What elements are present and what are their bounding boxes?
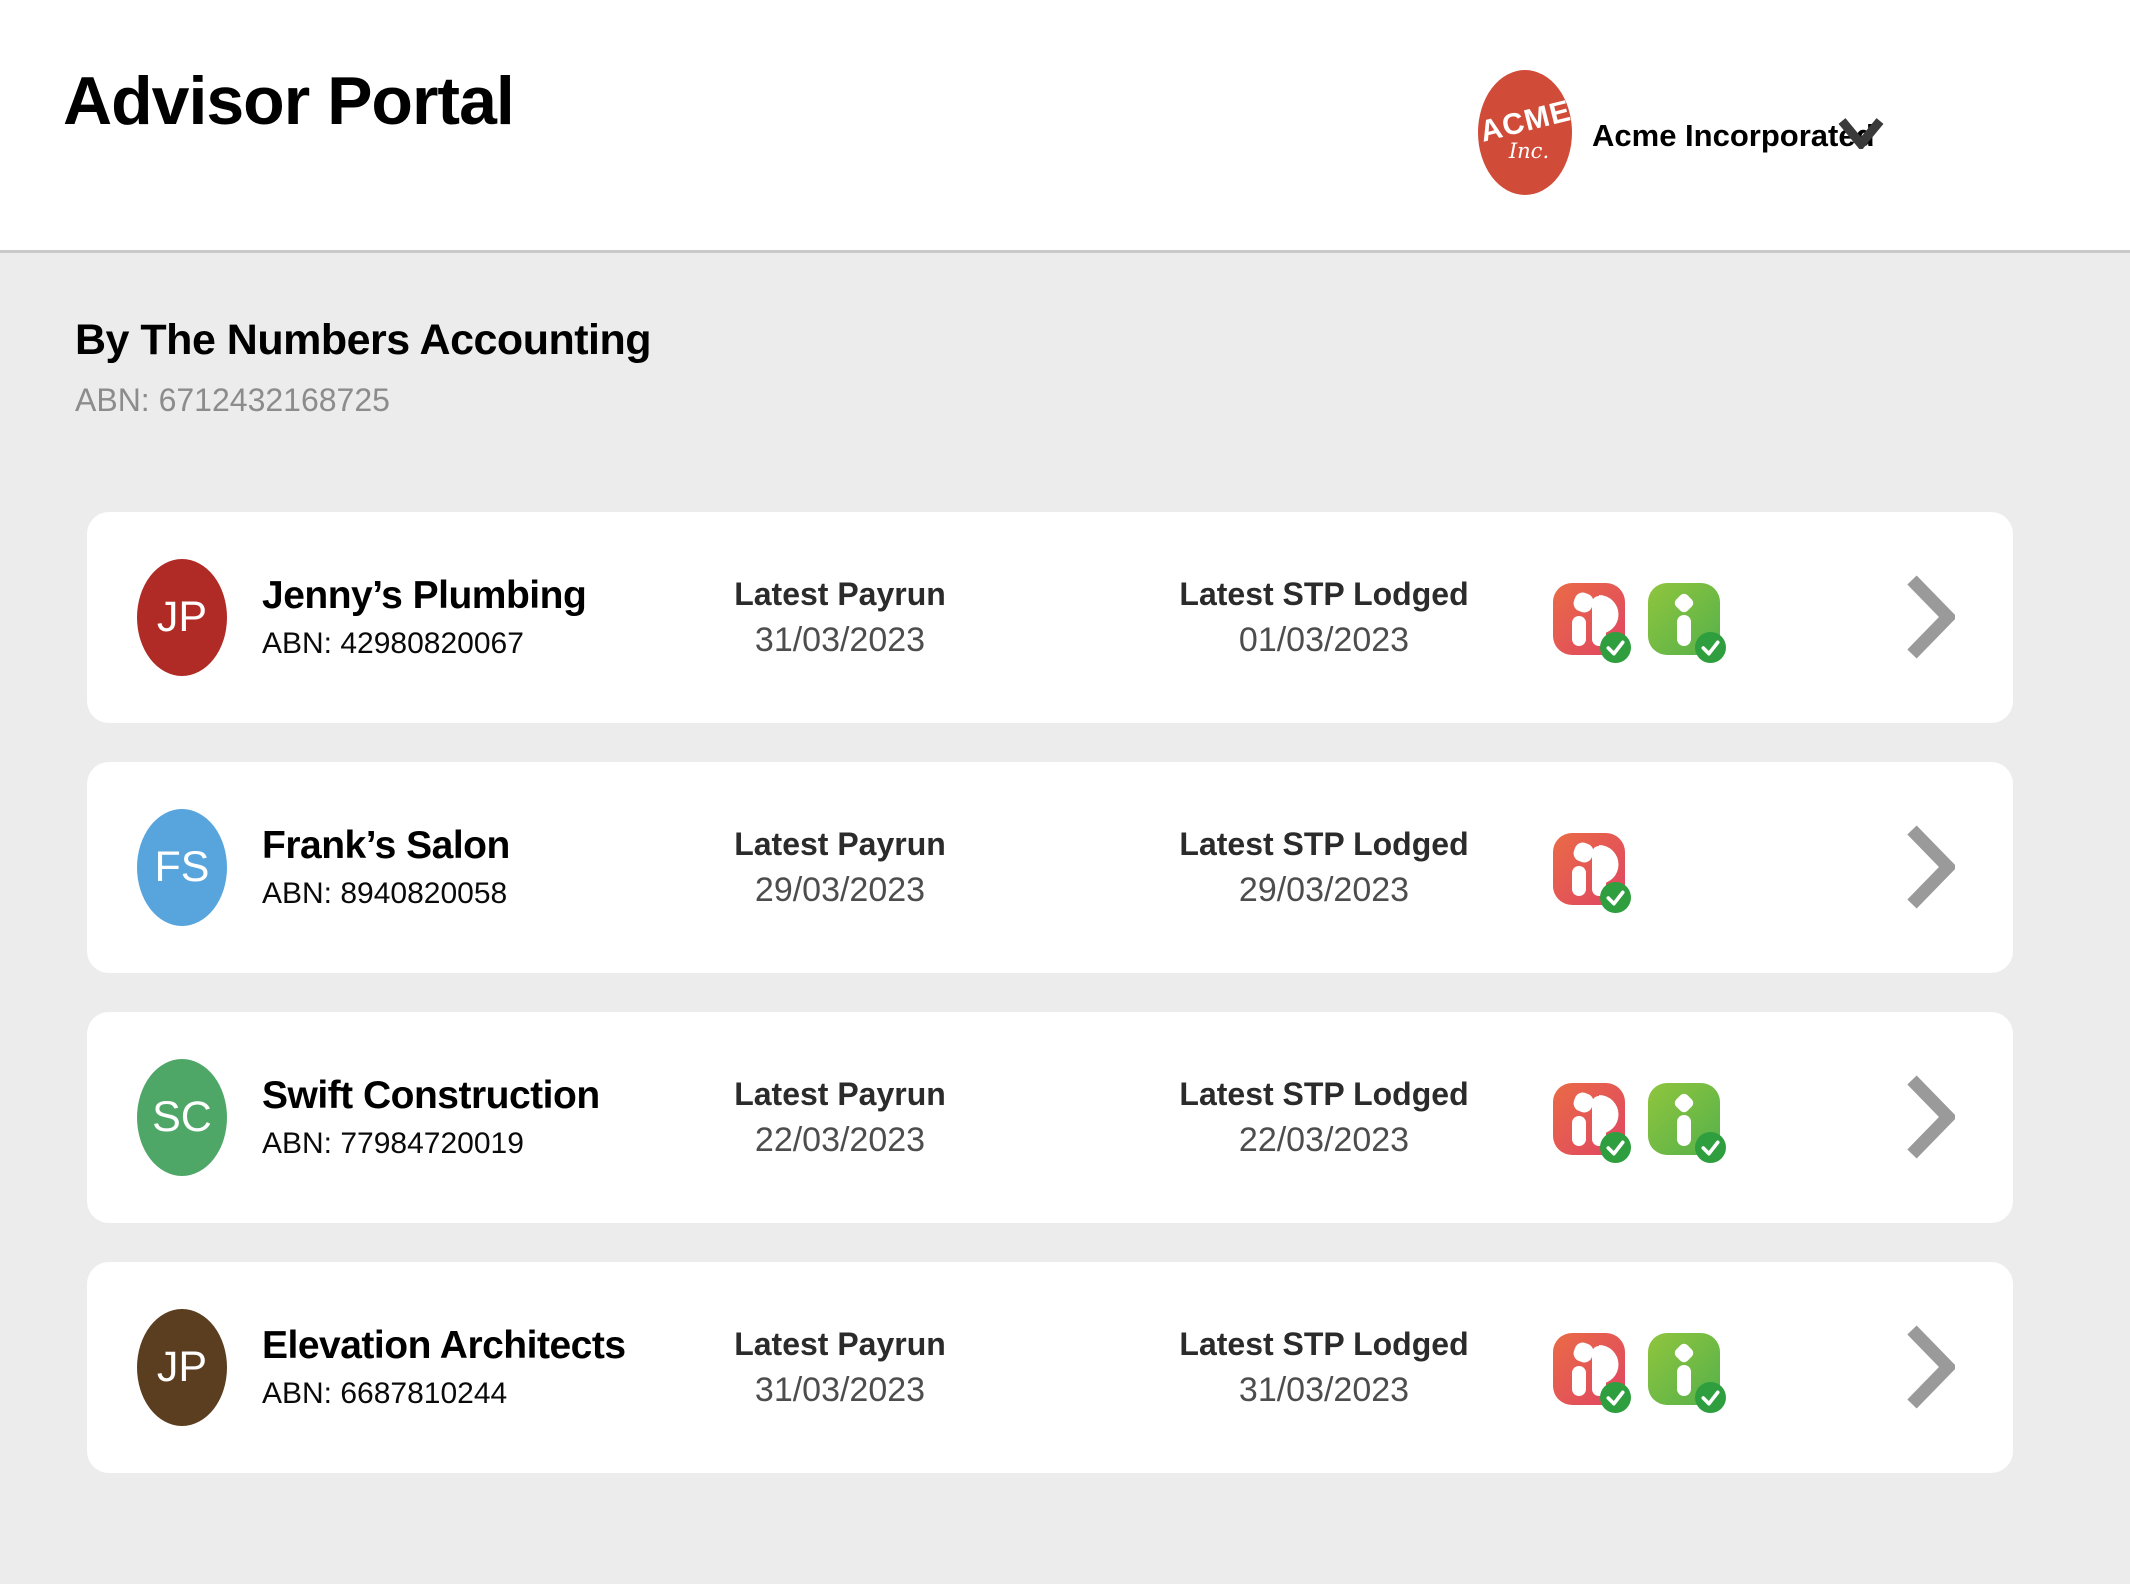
client-name: Elevation Architects (262, 1324, 626, 1367)
badge-group (1553, 583, 1726, 663)
client-avatar-initials: JP (156, 1343, 208, 1391)
check-icon (1600, 882, 1631, 913)
badge-group (1553, 1333, 1726, 1413)
payrun-date: 31/03/2023 (754, 620, 926, 659)
client-abn: ABN: 77984720019 (262, 1127, 524, 1160)
client-identity: Jenny’s Plumbing ABN: 42980820067 (262, 512, 642, 723)
client-abn: ABN: 8940820058 (262, 877, 508, 910)
client-name: Frank’s Salon (262, 824, 510, 867)
payrun-column: Latest Payrun 31/03/2023 (640, 512, 1040, 723)
payrun-date: 31/03/2023 (754, 1370, 926, 1409)
client-identity: Elevation Architects ABN: 6687810244 (262, 1262, 642, 1473)
ip-app-badge (1553, 1333, 1631, 1413)
ip-logo-icon (1572, 1342, 1619, 1396)
client-abn: ABN: 42980820067 (262, 627, 524, 660)
stp-label: Latest STP Lodged (1179, 575, 1469, 612)
stp-column: Latest STP Lodged 01/03/2023 (1124, 512, 1524, 723)
company-switcher[interactable]: ACME Inc. Acme Incorporated (1470, 55, 1910, 215)
stp-label: Latest STP Lodged (1179, 1325, 1469, 1362)
badge-group (1553, 833, 1631, 913)
chevron-right-icon[interactable] (1907, 825, 1955, 909)
payrun-date: 29/03/2023 (754, 870, 926, 909)
client-avatar: JP (137, 1309, 227, 1426)
client-card[interactable]: JP Jenny’s Plumbing ABN: 42980820067 Lat… (87, 512, 2013, 723)
company-name: Acme Incorporated (1592, 118, 1875, 153)
check-icon (1600, 1132, 1631, 1163)
ip-app-badge (1553, 833, 1631, 913)
stp-date: 29/03/2023 (1238, 870, 1410, 909)
check-icon (1600, 632, 1631, 663)
app-title: Advisor Portal (63, 63, 515, 139)
i-app-badge (1648, 1083, 1726, 1163)
check-icon (1695, 632, 1726, 663)
client-avatar-initials: JP (156, 593, 208, 641)
payrun-label: Latest Payrun (734, 575, 946, 612)
stp-column: Latest STP Lodged 22/03/2023 (1124, 1012, 1524, 1223)
client-avatar: JP (137, 559, 227, 676)
payrun-label: Latest Payrun (734, 1325, 946, 1362)
ip-app-badge (1553, 583, 1631, 663)
ip-app-badge (1553, 1083, 1631, 1163)
client-avatar: SC (137, 1059, 227, 1176)
payrun-column: Latest Payrun 22/03/2023 (640, 1012, 1040, 1223)
chevron-down-icon[interactable] (1838, 117, 1884, 149)
advisor-abn: ABN: 6712432168725 (75, 382, 390, 418)
client-abn: ABN: 6687810244 (262, 1377, 508, 1410)
client-avatar: FS (137, 809, 227, 926)
chevron-right-icon[interactable] (1907, 1325, 1955, 1409)
client-name: Jenny’s Plumbing (262, 574, 587, 617)
payrun-date: 22/03/2023 (754, 1120, 926, 1159)
stp-column: Latest STP Lodged 31/03/2023 (1124, 1262, 1524, 1473)
client-avatar-initials: SC (152, 1093, 212, 1141)
check-icon (1695, 1132, 1726, 1163)
i-logo-icon (1674, 593, 1694, 646)
advisor-name: By The Numbers Accounting (75, 316, 652, 364)
stp-date: 22/03/2023 (1238, 1120, 1410, 1159)
client-card[interactable]: FS Frank’s Salon ABN: 8940820058 Latest … (87, 762, 2013, 973)
ip-logo-icon (1572, 1092, 1619, 1146)
client-identity: Frank’s Salon ABN: 8940820058 (262, 762, 642, 973)
client-avatar-initials: FS (154, 843, 210, 891)
i-logo-icon (1674, 1343, 1694, 1396)
client-name: Swift Construction (262, 1074, 600, 1117)
client-card[interactable]: JP Elevation Architects ABN: 6687810244 … (87, 1262, 2013, 1473)
stp-date: 01/03/2023 (1238, 620, 1410, 659)
stp-label: Latest STP Lodged (1179, 825, 1469, 862)
payrun-label: Latest Payrun (734, 825, 946, 862)
payrun-column: Latest Payrun 31/03/2023 (640, 1262, 1040, 1473)
client-identity: Swift Construction ABN: 77984720019 (262, 1012, 642, 1223)
chevron-right-icon[interactable] (1907, 1075, 1955, 1159)
ip-logo-icon (1572, 592, 1619, 646)
client-card[interactable]: SC Swift Construction ABN: 77984720019 L… (87, 1012, 2013, 1223)
company-logo: ACME Inc. (1477, 70, 1574, 195)
check-icon (1695, 1382, 1726, 1413)
payrun-label: Latest Payrun (734, 1075, 946, 1112)
check-icon (1600, 1382, 1631, 1413)
company-logo-subtext: Inc. (1508, 138, 1550, 163)
i-app-badge (1648, 1333, 1726, 1413)
ip-logo-icon (1572, 842, 1619, 896)
payrun-column: Latest Payrun 29/03/2023 (640, 762, 1040, 973)
page-header: Advisor Portal ACME Inc. Acme Incorporat… (0, 0, 2130, 253)
stp-date: 31/03/2023 (1238, 1370, 1410, 1409)
badge-group (1553, 1083, 1726, 1163)
i-app-badge (1648, 583, 1726, 663)
stp-column: Latest STP Lodged 29/03/2023 (1124, 762, 1524, 973)
i-logo-icon (1674, 1093, 1694, 1146)
chevron-right-icon[interactable] (1907, 575, 1955, 659)
stp-label: Latest STP Lodged (1179, 1075, 1469, 1112)
